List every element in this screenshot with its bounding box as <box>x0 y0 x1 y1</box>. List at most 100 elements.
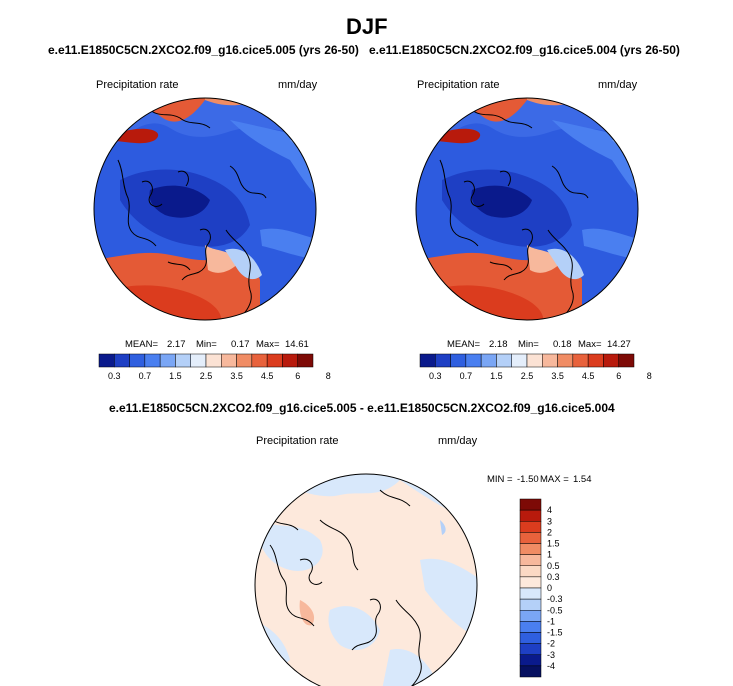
colorbar-tick-label: -0.5 <box>547 605 563 615</box>
left-var-label: Precipitation rate <box>96 79 179 91</box>
colorbar-swatch <box>144 353 161 368</box>
colorbar-tick-label: 0.3 <box>108 371 121 381</box>
colorbar-swatch <box>618 353 635 368</box>
right-mean-label: MEAN= <box>447 339 480 350</box>
colorbar-swatch <box>519 521 542 533</box>
colorbar-swatch <box>519 654 542 667</box>
season-title: DJF <box>346 14 388 39</box>
colorbar-tick-label: 2.5 <box>521 371 534 381</box>
right-min-value: 0.18 <box>553 339 572 350</box>
colorbar-swatch <box>519 554 542 566</box>
diff-map-border <box>254 473 478 686</box>
colorbar-swatch <box>221 353 237 368</box>
colorbar-swatch <box>519 632 542 644</box>
colorbar-swatch <box>587 353 604 368</box>
colorbar-swatch <box>519 621 542 633</box>
left-max-value: 14.61 <box>285 339 309 350</box>
right-max-label: Max= <box>578 339 602 350</box>
colorbar-swatch <box>465 353 482 368</box>
colorbar-swatch <box>519 643 542 655</box>
diff-case-title: e.e11.E1850C5CN.2XCO2.f09_g16.cice5.005 … <box>109 401 615 415</box>
colorbar-tick-label: -1.5 <box>547 628 563 638</box>
diff-min-value: -1.50 <box>517 474 539 485</box>
left-min-label: Min= <box>196 339 217 350</box>
colorbar-swatch <box>450 353 467 368</box>
left-min-value: 0.17 <box>231 339 250 350</box>
colorbar-swatch <box>603 353 619 368</box>
left-case-title: e.e11.E1850C5CN.2XCO2.f09_g16.cice5.005 … <box>48 43 359 57</box>
colorbar-swatch <box>519 598 542 611</box>
colorbar-swatch <box>519 576 542 589</box>
colorbar-swatch <box>519 509 542 522</box>
colorbar-swatch <box>519 532 542 544</box>
colorbar-swatch <box>526 353 543 368</box>
diff-polar-map <box>255 474 477 686</box>
colorbar-tick-label: 4.5 <box>261 371 274 381</box>
colorbar-swatch <box>129 353 146 368</box>
colorbar-swatch <box>251 353 268 368</box>
colorbar-swatch <box>98 353 115 368</box>
diff-max-value: 1.54 <box>573 474 592 485</box>
colorbar-tick-label: 0.3 <box>429 371 442 381</box>
diff-min-label: MIN = <box>487 474 513 485</box>
right-mean-value: 2.18 <box>489 339 508 350</box>
colorbar-tick-label: 1.5 <box>547 539 560 549</box>
left-mean-label: MEAN= <box>125 339 158 350</box>
right-var-label: Precipitation rate <box>417 79 500 91</box>
colorbar-swatch <box>297 353 314 368</box>
colorbar-swatch <box>496 353 512 368</box>
right-map-border <box>415 97 639 321</box>
right-min-label: Min= <box>518 339 539 350</box>
left-map-border <box>93 97 317 321</box>
colorbar-tick-label: 1.5 <box>490 371 503 381</box>
colorbar-tick-label: 3 <box>547 516 552 526</box>
colorbar-tick-label: 4.5 <box>582 371 595 381</box>
left-units-label: mm/day <box>278 79 318 91</box>
left-polar-map <box>94 98 316 320</box>
colorbar-swatch <box>480 353 497 368</box>
colorbar-swatch <box>519 565 542 578</box>
colorbar-swatch <box>519 543 542 555</box>
colorbar-tick-label: -2 <box>547 639 555 649</box>
colorbar-tick-label: -3 <box>547 650 555 660</box>
colorbar-swatch <box>282 353 298 368</box>
colorbar-tick-label: 1.5 <box>169 371 182 381</box>
colorbar-swatch <box>519 665 542 678</box>
right-max-value: 14.27 <box>607 339 631 350</box>
colorbar-tick-label: 8 <box>326 371 331 381</box>
colorbar-tick-label: 0.5 <box>547 561 560 571</box>
colorbar-tick-label: 3.5 <box>230 371 243 381</box>
colorbar-tick-label: 2 <box>547 527 552 537</box>
colorbar-swatch <box>519 587 542 600</box>
left-mean-value: 2.17 <box>167 339 186 350</box>
colorbar-tick-label: 6 <box>616 371 621 381</box>
colorbar-swatch <box>190 353 207 368</box>
colorbar-swatch <box>266 353 283 368</box>
colorbar-tick-label: 8 <box>647 371 652 381</box>
colorbar-tick-label: 6 <box>295 371 300 381</box>
right-case-title: e.e11.E1850C5CN.2XCO2.f09_g16.cice5.004 … <box>369 43 680 57</box>
colorbar-tick-label: -1 <box>547 616 555 626</box>
diff-var-label: Precipitation rate <box>256 435 339 447</box>
colorbar-swatch <box>419 353 436 368</box>
colorbar-swatch <box>114 353 130 368</box>
colorbar-swatch <box>236 353 253 368</box>
right-colorbar: 0.3 0.7 1.5 2.5 3.5 4.5 6 8 <box>419 353 652 381</box>
colorbar-tick-label: -4 <box>547 661 555 671</box>
diff-max-label: MAX = <box>540 474 569 485</box>
colorbar-tick-label: 0 <box>547 583 552 593</box>
colorbar-swatch <box>205 353 222 368</box>
colorbar-swatch <box>572 353 589 368</box>
colorbar-tick-label: 0.7 <box>139 371 152 381</box>
colorbar-swatch <box>519 610 542 622</box>
right-units-label: mm/day <box>598 79 638 91</box>
colorbar-swatch <box>435 353 451 368</box>
colorbar-tick-label: 1 <box>547 550 552 560</box>
right-polar-map <box>416 98 638 320</box>
colorbar-swatch <box>159 353 176 368</box>
colorbar-tick-label: 0.3 <box>547 572 560 582</box>
colorbar-tick-label: 3.5 <box>551 371 564 381</box>
colorbar-swatch <box>511 353 528 368</box>
colorbar-tick-label: 4 <box>547 505 552 515</box>
